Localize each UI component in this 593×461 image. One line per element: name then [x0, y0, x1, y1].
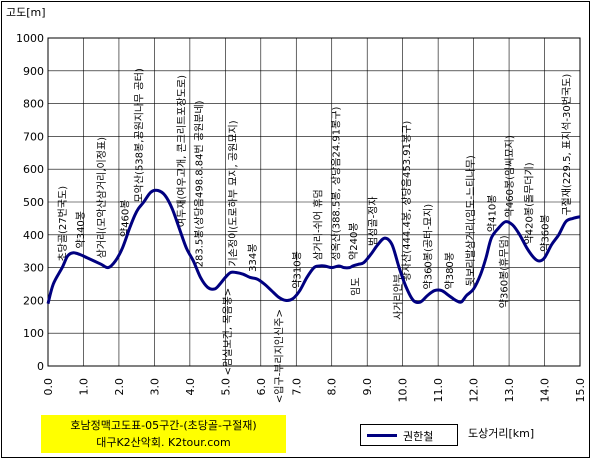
peak-annotation: 구절재(229.5, 표지석-30번국도): [560, 74, 573, 216]
y-tick-label: 200: [23, 294, 44, 307]
elevation-series-line: [46, 188, 581, 305]
peak-annotation: 초당골(27번국도): [57, 186, 69, 262]
peak-annotation: 약360봉(공터-묘지): [422, 204, 434, 290]
peak-annotation: 약360봉: [540, 214, 552, 252]
peak-annotation: 범성골-정자: [368, 196, 380, 246]
peak-annotation: 약420봉(돌무더기): [524, 162, 536, 244]
x-tick-label: 3.0: [148, 378, 161, 396]
y-tick-label: 700: [23, 130, 44, 143]
x-tick-label: 6.0: [255, 378, 268, 396]
x-tick-label: 9.0: [361, 378, 374, 396]
y-tick-label: 900: [23, 65, 44, 78]
x-tick-label: 8.0: [326, 378, 339, 396]
x-tick-label: 14.0: [539, 378, 552, 403]
valley-annotation: <입구-부리지인신주>: [273, 309, 286, 403]
x-tick-label: 4.0: [184, 378, 197, 396]
peak-annotation: 약460봉(임씨묘지): [503, 135, 516, 217]
valley-annotation: 약360봉(휴무덤): [499, 235, 511, 308]
peak-annotation: 삼거리-쉬어 휴덤: [313, 189, 325, 260]
peak-annotation: 283.5봉(상당음498.8.84번 공원분네): [194, 100, 206, 267]
legend-label: 권한철: [403, 430, 434, 443]
peak-annotation: 약340봉: [75, 211, 87, 249]
x-axis-title: 도상거리[km]: [468, 427, 535, 440]
x-tick-label: 0.0: [42, 378, 55, 396]
chart-subtitle: 대구K2산악회. K2tour.com: [96, 436, 231, 449]
peak-annotation: 약310봉: [291, 251, 303, 289]
x-tick-label: 2.0: [113, 378, 126, 396]
valley-annotation: 사거리안부: [392, 274, 404, 320]
peak-annotation: 뒷보리발삼거리(임도-느티나무): [464, 155, 477, 286]
valley-annotation: 임도: [349, 277, 362, 295]
chart-title-box: 호남정맥고도표-05구간-(초당골-구절재) 대구K2산악회. K2tour.c…: [41, 415, 286, 453]
peak-annotation: 성옥산(388.5봉, 상당음24.91봉구): [330, 106, 342, 260]
legend: 권한철: [360, 424, 458, 446]
x-tick-label: 1.0: [77, 378, 90, 396]
y-tick-label: 600: [23, 163, 44, 176]
x-tick-label: 7.0: [290, 378, 303, 396]
valley-annotation: <임실보건, 목음봉>: [221, 288, 234, 376]
x-tick-label: 13.0: [503, 378, 516, 403]
x-tick-label: 11.0: [432, 378, 445, 403]
y-axis-title: 고도[m]: [6, 6, 46, 19]
peak-annotation: 왕자산(444.4봉, 상당음453.91봉구): [401, 121, 413, 282]
peak-annotation: 여두재(여우고개, 콘크리트포장도로): [176, 75, 188, 227]
peak-annotation: 334봉: [247, 244, 259, 272]
x-tick-label: 10.0: [397, 378, 410, 403]
y-tick-label: 300: [23, 262, 44, 275]
y-tick-label: 1000: [16, 32, 44, 45]
y-tick-label: 100: [23, 327, 44, 340]
x-tick-label: 12.0: [468, 378, 481, 403]
y-tick-label: 0: [37, 360, 44, 373]
y-tick-label: 400: [23, 229, 44, 242]
peak-annotation: 삼거리(모악산삼거리,이정표): [96, 137, 108, 258]
y-tick-label: 800: [23, 98, 44, 111]
peak-annotation: 모악산(538봉,공원지나무 공터): [133, 68, 145, 203]
legend-swatch: [367, 434, 397, 437]
chart-title: 호남정맥고도표-05구간-(초당골-구절재): [70, 419, 257, 432]
peak-annotation: 약410봉: [486, 195, 498, 233]
x-tick-label: 5.0: [219, 378, 232, 396]
peak-annotation: 기손정이(도로하부 묘지, 공원묘지): [226, 120, 239, 266]
y-tick-label: 500: [23, 196, 44, 209]
peak-annotation: 약240봉: [348, 222, 360, 260]
peak-annotation: 약380봉: [444, 252, 456, 290]
x-tick-label: 15.0: [574, 378, 587, 403]
